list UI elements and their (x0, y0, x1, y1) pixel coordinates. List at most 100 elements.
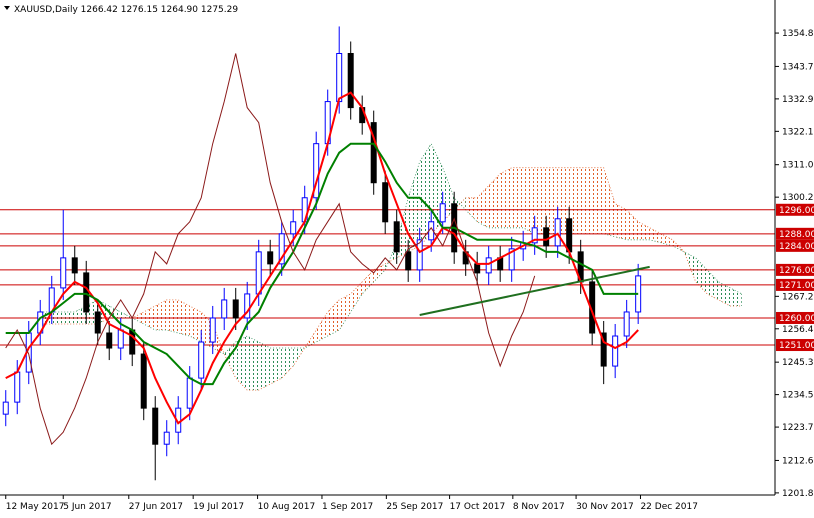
cloud-segment (546, 167, 558, 234)
cloud-segment (408, 161, 420, 252)
cloud-segment (247, 336, 259, 391)
candle-body (152, 407, 159, 445)
cloud-segment (155, 299, 167, 330)
level-label: 1288.00 (779, 230, 814, 240)
y-tick-label: 1311.00 (782, 161, 814, 171)
header-icon (4, 6, 10, 10)
cloud-segment (661, 233, 673, 246)
cloud-segment (339, 293, 351, 330)
cloud-segment (603, 167, 616, 237)
candle-body (83, 272, 90, 313)
candle-body (370, 122, 377, 184)
cloud-segment (258, 342, 271, 391)
chart-title: XAUUSD,Daily 1266.42 1276.15 1264.90 127… (14, 5, 238, 15)
x-tick-label: 30 Nov 2017 (576, 502, 634, 512)
candle-body (623, 311, 630, 337)
candle-body (336, 52, 343, 103)
level-label: 1251.00 (779, 341, 814, 351)
candle-body (508, 248, 515, 271)
cloud-segment (419, 143, 432, 246)
y-tick-label: 1245.30 (782, 358, 814, 368)
cloud-segment (316, 311, 328, 343)
candle-body (198, 341, 205, 379)
cloud-segment (684, 251, 696, 282)
indicator-line (5, 142, 639, 386)
cloud-segment (120, 311, 133, 318)
candle-body (14, 371, 21, 403)
cloud-segment (672, 239, 685, 252)
cloud-segment (511, 167, 524, 228)
candle-body (209, 317, 216, 343)
candle-body (347, 52, 354, 109)
candle-body (140, 353, 147, 409)
x-tick-label: 10 Aug 2017 (258, 502, 316, 512)
candle-body (163, 431, 170, 445)
cloud-segment (477, 185, 489, 228)
level-label: 1296.00 (779, 206, 814, 216)
x-tick-label: 8 Nov 2017 (513, 502, 565, 512)
candle-body (278, 233, 285, 265)
candle-body (393, 221, 400, 253)
candle-body (106, 332, 113, 349)
cloud-segment (569, 167, 581, 234)
cloud-segment (638, 221, 650, 240)
candle-body (60, 257, 67, 289)
candle-body (566, 218, 573, 253)
indicator-line (5, 53, 536, 446)
x-tick-label: 19 Jul 2017 (193, 502, 244, 512)
cloud-segment (649, 227, 662, 243)
x-tick-label: 17 Oct 2017 (450, 502, 506, 512)
cloud-segment (718, 281, 731, 306)
cloud-segment (626, 209, 639, 240)
span-b-line (40, 167, 742, 391)
cloud-segment (523, 167, 535, 234)
candle-body (474, 263, 481, 274)
candle-body (485, 257, 492, 274)
cloud-segment (270, 348, 282, 385)
candle-body (554, 218, 561, 247)
candle-body (117, 329, 124, 349)
candle-body (255, 251, 262, 295)
candle-body (439, 203, 446, 223)
candle-body (531, 227, 538, 244)
candle-body (71, 257, 78, 274)
cloud-segment (166, 299, 179, 334)
x-tick-label: 12 May 2017 (6, 502, 65, 512)
y-tick-label: 1256.40 (782, 325, 814, 335)
y-tick-label: 1267.20 (782, 292, 814, 302)
cloud-segment (557, 167, 570, 234)
candle-body (290, 221, 297, 235)
x-tick-label: 5 Jun 2017 (63, 502, 111, 512)
x-tick-label: 22 Dec 2017 (640, 502, 698, 512)
cloud-segment (592, 167, 604, 234)
candle-body (382, 182, 389, 223)
candle-body (543, 227, 550, 247)
candle-body (244, 293, 251, 319)
level-label-box (776, 278, 814, 291)
cloud-segment (580, 167, 593, 234)
y-tick-label: 1223.70 (782, 423, 814, 433)
y-tick-label: 1332.90 (782, 95, 814, 105)
y-tick-label: 1201.80 (782, 489, 814, 499)
y-tick-label: 1234.50 (782, 391, 814, 401)
cloud-segment (500, 167, 512, 228)
candle-body (232, 299, 239, 319)
cloud-segment (730, 287, 742, 306)
y-tick-label: 1300.20 (782, 193, 814, 203)
candle-body (600, 332, 607, 367)
level-label: 1284.00 (779, 242, 814, 252)
cloud-segment (281, 348, 294, 379)
candle-body (416, 239, 423, 271)
cloud-segment (235, 336, 248, 391)
cloud-segment (534, 167, 547, 234)
plot-area (0, 0, 775, 495)
level-label-box (776, 339, 814, 352)
level-label-box (776, 203, 814, 216)
level-label: 1260.00 (779, 314, 814, 324)
x-tick-label: 27 Jun 2017 (129, 502, 183, 512)
candle-body (2, 401, 9, 415)
level-label: 1271.00 (779, 281, 814, 291)
level-label-box (776, 311, 814, 324)
